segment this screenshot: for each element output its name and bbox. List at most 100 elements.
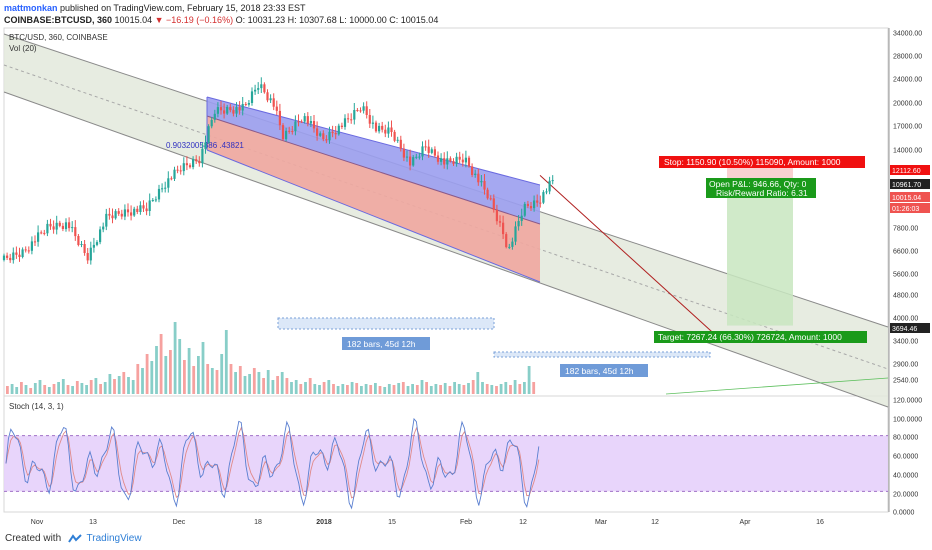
candle-body [402,148,405,158]
candle-body [356,110,359,111]
volume-bar [378,386,382,394]
candle-body [353,110,356,120]
volume-bar [481,382,484,394]
candle-body [92,244,95,248]
volume-bar [108,374,112,394]
candle-body [505,234,508,248]
candle-body [269,98,272,101]
volume-bar [341,384,345,394]
volume-label: Vol (20) [9,44,37,53]
candle-body [18,254,21,257]
price-badge-text: 12112.60 [892,168,921,175]
candle-body [486,189,489,199]
author-name[interactable]: mattmonkan [4,3,58,13]
volume-bar [523,382,526,394]
time-tick-label: Apr [740,519,752,526]
candle-body [371,122,374,124]
volume-bar [415,385,419,394]
candle-body [533,200,536,209]
time-tick-label: Feb [460,519,472,526]
volume-bar [392,385,396,394]
time-tick-label: Nov [31,519,44,526]
candle-body [173,169,176,179]
candle-body [511,241,514,247]
stoch-tick-label: 40.0000 [893,473,918,480]
candle-body [350,119,353,121]
candle-body [102,226,105,230]
volume-bar [513,380,517,394]
candle-body [142,205,145,209]
candle-body [260,84,263,89]
price-tick-label: 28000.00 [893,54,922,61]
candle-body [219,107,223,111]
volume-bar [467,383,470,394]
volume-bar [113,379,116,394]
volume-bar [280,372,284,394]
candle-body [393,131,396,141]
volume-bar [336,386,340,394]
volume-bar [29,388,33,394]
candle-body [157,188,161,200]
volume-bar [453,382,456,394]
volume-bar [57,382,60,394]
candle-body [285,130,288,140]
volume-bar [248,374,251,394]
candle-body [461,159,464,163]
volume-bar [38,380,42,394]
candle-body [133,208,136,216]
price-tick-label: 6600.00 [893,249,918,256]
high-value: H: 10307.68 [287,15,337,25]
volume-bar [159,334,163,394]
candle-body [378,125,381,132]
volume-bar [420,380,424,394]
volume-bar [210,368,214,394]
candle-body [502,222,505,235]
volume-bar [201,342,205,394]
candle-body [306,116,309,124]
volume-bar [383,387,387,394]
price-badge [890,165,930,175]
candle-body [204,142,207,149]
rr-label-text: Risk/Reward Ratio: 6.31 [716,188,808,198]
target-label-text: Target: 7267.24 (66.30%) 726724, Amount:… [658,332,842,342]
volume-bar [122,372,126,394]
candle-body [300,121,303,123]
candle-body [99,229,102,243]
candle-body [440,158,443,162]
symbol-label: COINBASE:BTCUSD, 360 [4,15,113,25]
volume-bar [262,378,265,394]
volume-bar [360,386,363,394]
measure-label-2: 182 bars, 45d 12h [565,366,634,376]
candle-body [449,158,452,162]
candle-body [257,88,260,90]
candle-body [545,191,548,193]
candle-body [331,131,334,134]
candle-body [281,125,285,140]
candle-body [418,156,421,158]
stoch-label: Stoch (14, 3, 1) [9,402,64,411]
measure-label-1: 182 bars, 45d 12h [347,339,416,349]
candle-body [452,161,455,164]
candle-body [365,106,368,115]
candle-body [477,173,480,183]
volume-bar [355,383,359,394]
pane-symbol-label: BTC/USD, 360, COINBASE [9,33,108,42]
volume-bar [89,380,93,394]
volume-bar [527,366,531,394]
volume-bar [509,385,512,394]
candle-body [396,139,399,141]
candle-body [275,106,278,111]
candle-body [322,133,325,140]
candle-body [179,170,182,172]
price-tick-label: 24000.00 [893,77,922,84]
zone-bottom-line [206,149,541,283]
candle-body [120,213,123,217]
candle-body [43,232,46,234]
candle-body [151,200,154,201]
volume-bar [61,379,65,394]
stoch-tick-label: 120.0000 [893,398,922,405]
ohlc-line: COINBASE:BTCUSD, 360 10015.04 ▼ −16.19 (… [4,15,438,25]
tradingview-brand[interactable]: TradingView [86,533,142,544]
candle-body [415,156,418,158]
